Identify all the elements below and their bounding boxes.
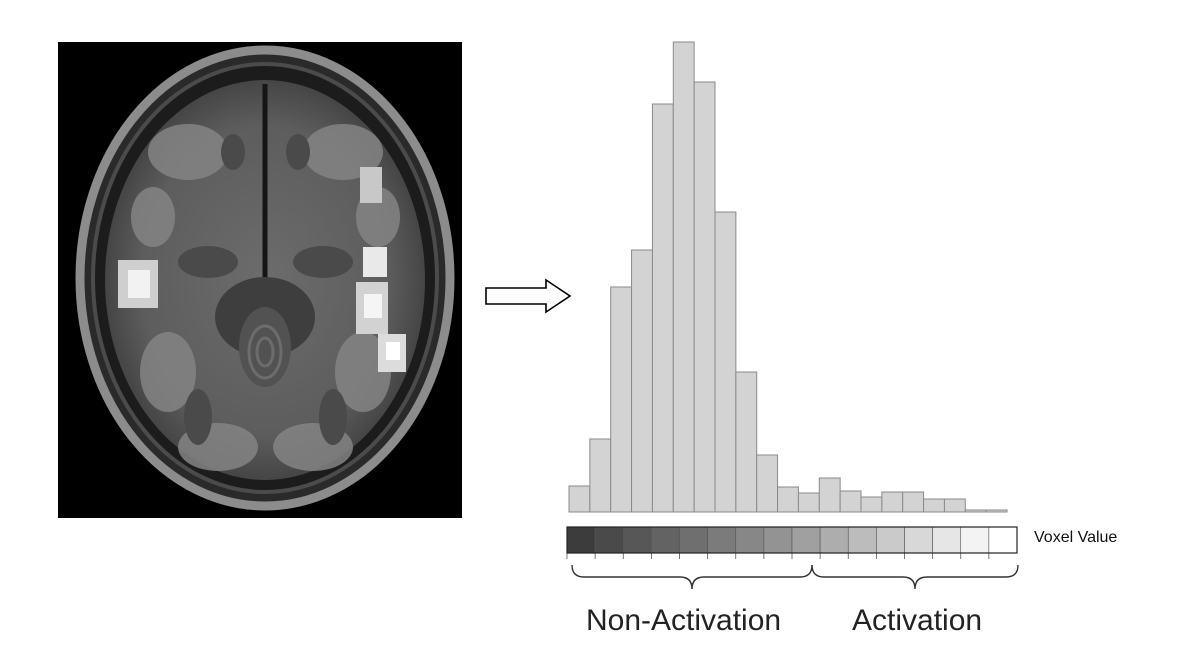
colorbar-cell-5 <box>679 526 708 554</box>
activation-brace <box>811 564 1019 590</box>
histogram-bar-12 <box>797 492 820 513</box>
colorbar-label: Voxel Value <box>1034 529 1118 546</box>
non-activation-label: Non-Activation <box>586 604 782 637</box>
histogram-bar-2 <box>589 438 612 513</box>
colorbar-outline <box>566 526 1018 554</box>
colorbar-cell-15 <box>960 526 990 554</box>
right-arrow-icon <box>484 278 574 319</box>
histogram-bar-13 <box>818 477 841 513</box>
histogram-bar-11 <box>777 486 799 513</box>
colorbar-cell-10 <box>819 526 849 554</box>
colorbar-cell-12 <box>876 526 905 554</box>
histogram-bar-9 <box>735 371 758 513</box>
brain-mri-image <box>58 42 462 518</box>
histogram-bars <box>568 41 1008 513</box>
colorbar-cell-7 <box>735 526 765 554</box>
histogram-bar-4 <box>631 249 653 513</box>
voxel-histogram <box>568 41 1008 513</box>
histogram-bar-6 <box>672 41 695 513</box>
histogram-bar-10 <box>756 454 779 513</box>
colorbar-cell-11 <box>847 526 877 554</box>
colorbar-cell-13 <box>904 526 933 554</box>
colorbar-cell-6 <box>707 526 737 554</box>
histogram-bar-18 <box>923 498 945 513</box>
histogram-bar-16 <box>881 491 904 513</box>
histogram-bar-3 <box>610 286 633 513</box>
colorbar-cell-9 <box>791 526 821 554</box>
colorbar-cell-8 <box>763 526 793 554</box>
colorbar-cell-3 <box>622 526 652 554</box>
activation-label: Activation <box>852 604 983 637</box>
voxel-value-colorbar <box>566 526 1018 559</box>
histogram-bar-8 <box>714 211 737 513</box>
colorbar-cell-1 <box>566 526 596 554</box>
histogram-bar-15 <box>860 496 883 513</box>
non-activation-brace <box>571 564 813 590</box>
histogram-bar-14 <box>839 490 862 513</box>
histogram-bar-19 <box>943 498 966 513</box>
colorbar-cell-2 <box>594 526 624 554</box>
histogram-bar-5 <box>651 103 674 513</box>
histogram-bar-21 <box>985 509 1008 513</box>
histogram-bar-17 <box>902 491 925 513</box>
colorbar-cell-16 <box>988 526 1018 554</box>
colorbar-cell-4 <box>651 526 680 554</box>
histogram-bar-1 <box>568 485 591 513</box>
histogram-bar-7 <box>693 81 716 513</box>
colorbar-cell-14 <box>932 526 962 554</box>
histogram-bar-20 <box>964 509 987 513</box>
